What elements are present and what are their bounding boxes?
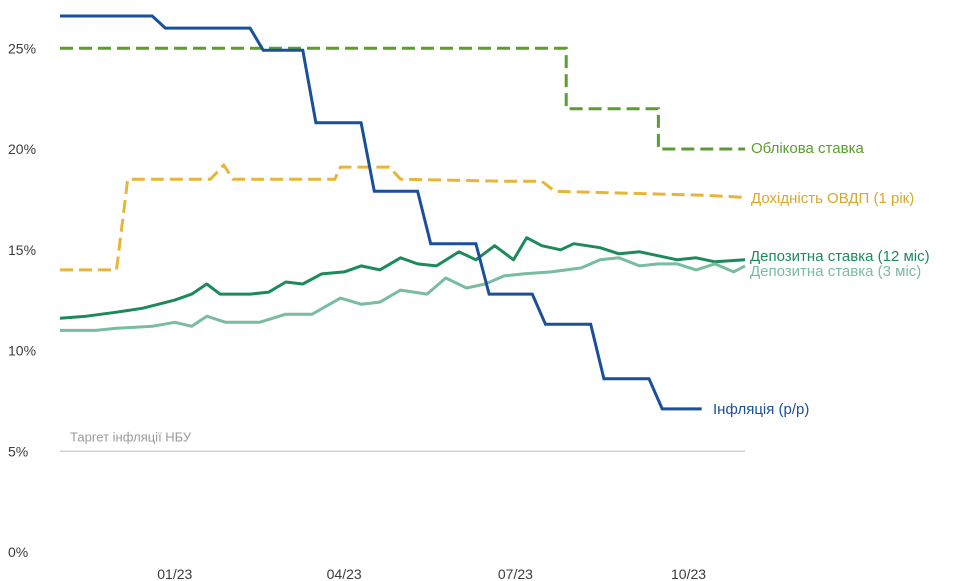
inflation-target: Таргет інфляції НБУ xyxy=(60,429,745,452)
y-axis-ticks: 0% 5% 10% 15% 20% 25% xyxy=(8,40,36,560)
x-axis-ticks: 01/23 04/23 07/23 10/23 xyxy=(157,566,706,581)
y-tick-label: 20% xyxy=(8,141,36,157)
series-end-labels: Облікова ставка Дохідність ОВДП (1 рік) Де… xyxy=(713,140,930,418)
y-tick-label: 25% xyxy=(8,40,36,56)
x-tick-label: 01/23 xyxy=(157,566,192,581)
series-end-label: Дохідність ОВДП (1 рік) xyxy=(751,190,914,207)
series-end-label: Інфляція (р/р) xyxy=(713,401,809,418)
series-end-label: Депозитна ставка (3 міс) xyxy=(750,263,921,280)
series-lines xyxy=(59,14,746,411)
series-line xyxy=(60,14,702,411)
inflation-target-label: Таргет інфляції НБУ xyxy=(70,429,192,444)
y-tick-label: 0% xyxy=(8,544,28,560)
x-tick-label: 10/23 xyxy=(671,566,706,581)
series-line xyxy=(60,256,746,332)
x-tick-label: 04/23 xyxy=(327,566,362,581)
series-line xyxy=(59,236,746,320)
series-end-label: Депозитна ставка (12 міс) xyxy=(750,248,930,265)
series-end-label: Облікова ставка xyxy=(751,140,864,157)
y-tick-label: 15% xyxy=(8,242,36,258)
y-tick-label: 5% xyxy=(8,443,28,459)
series-line xyxy=(60,162,746,272)
x-tick-label: 07/23 xyxy=(498,566,533,581)
y-tick-label: 10% xyxy=(8,343,36,359)
series-line xyxy=(60,46,745,151)
